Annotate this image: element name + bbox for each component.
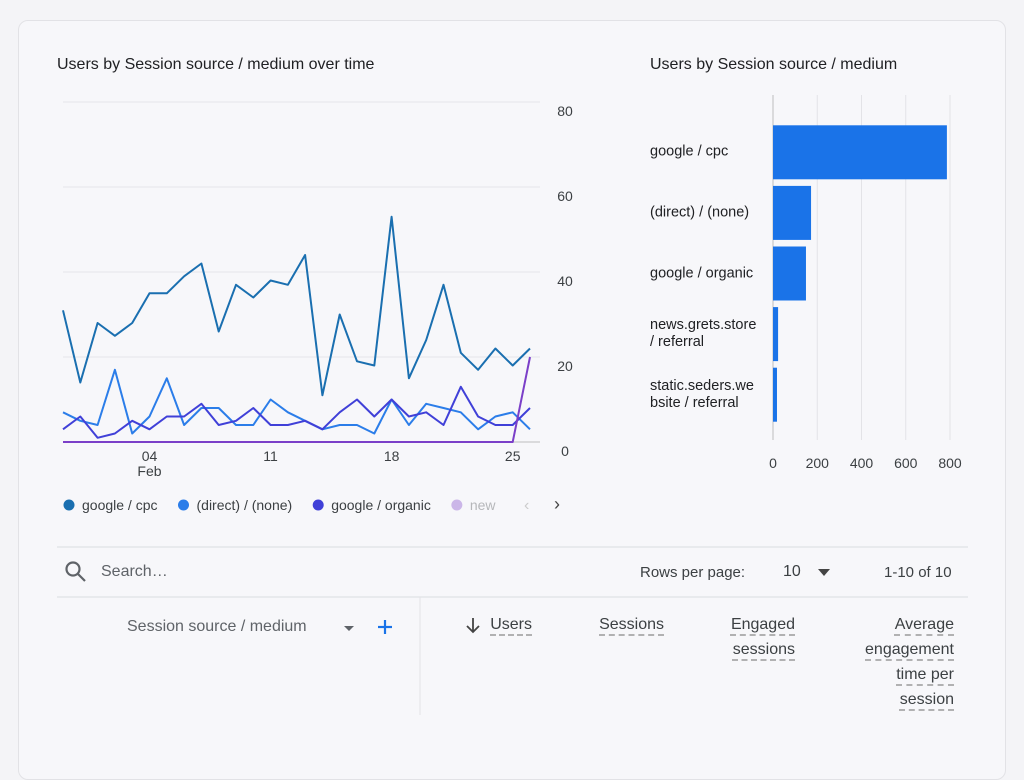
x-month-label: Feb (137, 463, 161, 479)
column-header[interactable]: Users (432, 612, 532, 637)
legend-prev[interactable]: ‹ (524, 497, 529, 514)
column-header[interactable]: Engaged sessions (715, 612, 795, 662)
x-tick-label: 400 (850, 455, 874, 471)
legend-label: (direct) / (none) (197, 497, 293, 513)
bar (773, 125, 947, 180)
search-icon (65, 561, 86, 582)
legend-swatch (312, 499, 324, 511)
series-line (62, 368, 531, 435)
y-tick-label: google / organic (650, 265, 754, 281)
rows-per-page[interactable]: 10 (783, 563, 801, 580)
x-tick-label: 800 (938, 455, 962, 471)
y-tick-label: 20 (557, 358, 573, 374)
legend-item: (direct) / (none) (178, 497, 292, 513)
y-tick-label: news.grets.store / referral (650, 317, 757, 351)
x-tick-label: 25 (505, 448, 521, 464)
column-header[interactable]: Average engagement time per session (850, 612, 954, 712)
rows-per-page-label: Rows per page: (640, 564, 746, 581)
series-line (62, 385, 531, 439)
charts: Users by Session source / medium over ti… (57, 56, 968, 715)
legend-next[interactable]: › (554, 494, 560, 514)
column-header-text: Engaged sessions (730, 616, 795, 658)
x-tick-label: 0 (769, 455, 777, 471)
column-header-text: Users (490, 616, 532, 633)
bar (773, 307, 779, 362)
y-tick-label: (direct) / (none) (650, 204, 750, 221)
y-tick-label: 60 (557, 188, 573, 204)
bar-chart-title: Users by Session source / medium (650, 56, 897, 73)
legend-swatch (451, 499, 463, 511)
legend-label: google / organic (331, 497, 431, 513)
page: {"chart_data": [ {"type": "line", "title… (18, 20, 1006, 780)
column-header-text: Sessions (599, 616, 664, 633)
y-tick-label: 80 (557, 103, 573, 119)
y-tick-label: 40 (557, 273, 573, 289)
add-dimension[interactable] (378, 620, 392, 634)
dropdown-arrow[interactable] (344, 626, 354, 631)
series-line (63, 356, 531, 443)
legend-label: new (470, 497, 497, 513)
bar (773, 246, 806, 301)
y-tick-label: google / cpc (650, 143, 729, 160)
legend-item: google / cpc (63, 497, 158, 513)
dropdown-arrow[interactable] (818, 569, 830, 576)
legend-label: google / cpc (82, 497, 158, 513)
search-input[interactable]: Search… (101, 563, 168, 580)
sort-icon[interactable] (466, 618, 480, 634)
legend-swatch (63, 499, 75, 511)
x-tick-label: 600 (894, 455, 918, 471)
column-header[interactable]: Sessions (564, 612, 664, 637)
dimension-header[interactable]: Session source / medium (127, 618, 307, 635)
page-range: 1-10 of 10 (884, 564, 952, 581)
series-line (62, 215, 531, 397)
y-tick-label: 0 (561, 443, 569, 459)
y-tick-label: static.seders.website / referral (650, 377, 754, 411)
x-tick-label: 200 (806, 455, 830, 471)
x-tick-label: 11 (263, 448, 278, 464)
line-chart-title: Users by Session source / medium over ti… (57, 56, 375, 73)
x-tick-label: 18 (384, 448, 400, 464)
bar (773, 185, 812, 240)
legend-item: new (451, 497, 496, 513)
legend-item: google / organic (312, 497, 431, 513)
x-tick-label: 04 (142, 448, 158, 464)
bar (773, 367, 777, 422)
column-header-text: Average engagement time per session (865, 616, 954, 708)
legend-swatch (178, 499, 189, 511)
